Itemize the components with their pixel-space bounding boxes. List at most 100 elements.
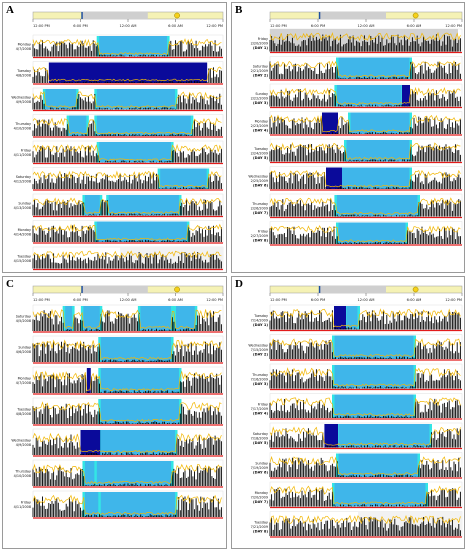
sun-marker-icon: [174, 286, 180, 293]
activity-trace: [269, 339, 461, 359]
date-label: 2/23/2009: [251, 124, 268, 128]
rest-interval: [350, 112, 410, 134]
activity-trace: [32, 172, 222, 189]
rest-interval-edge: [98, 492, 101, 517]
day-label: Monday: [18, 377, 31, 381]
activity-trace: [269, 487, 461, 507]
date-label: 4/8/2008: [16, 412, 31, 416]
time-marker-icon: [81, 286, 83, 293]
activity-trace: [269, 171, 461, 189]
light-trace: [269, 308, 461, 328]
day-tag-label: (DAY 6): [253, 183, 268, 187]
panel-letter: A: [6, 4, 14, 16]
day-label: Monday: [18, 42, 31, 46]
rest-interval-edge: [72, 306, 75, 331]
rest-interval: [96, 115, 192, 136]
day-tag-label: (DAY 3): [253, 101, 268, 105]
rest-interval: [159, 168, 208, 189]
day-tag-label: (DAY 1): [253, 323, 268, 327]
day-tag-label: (DAY 4): [253, 128, 268, 132]
activity-trace: [269, 226, 461, 244]
activity-trace: [32, 225, 222, 242]
date-label: 7/14/2009: [251, 318, 268, 322]
rest-interval-edge: [429, 424, 432, 448]
day-label: Wednesday: [11, 439, 31, 443]
date-label: 7/17/2009: [251, 407, 268, 411]
rest-interval-edge: [178, 368, 182, 393]
rest-interval: [96, 221, 188, 242]
rest-interval: [44, 89, 77, 110]
light-trace: [32, 250, 222, 259]
light-trace: [32, 91, 222, 108]
axis-tick-label: 12:00 AM: [119, 24, 136, 28]
activity-trace: [32, 67, 222, 83]
sun-marker-icon: [174, 12, 180, 19]
rest-interval: [64, 306, 73, 331]
rest-interval: [84, 492, 101, 517]
offwrist-interval: [334, 306, 346, 330]
axis-tick-label: 6:00 AM: [407, 298, 422, 302]
activity-trace: [269, 116, 461, 134]
offwrist-interval: [48, 62, 208, 83]
day-label: Friday: [21, 501, 31, 505]
date-label: 4/7/2008: [16, 47, 31, 51]
date-label: 4/8/2008: [16, 73, 31, 77]
light-trace: [32, 143, 222, 162]
day-label: Saturday: [253, 64, 268, 68]
day-label: Friday: [258, 37, 268, 41]
rest-interval-edge: [409, 167, 412, 189]
day-label: Monday: [255, 119, 268, 123]
date-label: 7/18/2009: [251, 436, 268, 440]
date-label: 4/14/2008: [14, 232, 31, 236]
date-label: 2/20/2009: [251, 41, 268, 45]
activity-trace: [269, 369, 461, 389]
date-label: 4/6/2008: [16, 350, 31, 354]
rest-interval: [334, 335, 414, 359]
date-label: 4/15/2008: [14, 259, 31, 263]
day-tag-label: (DAY 4): [253, 411, 268, 415]
activity-trace: [269, 457, 461, 477]
axis-tick-label: 6:00 PM: [73, 24, 87, 28]
rest-interval: [338, 167, 410, 189]
axis-tick-label: 12:00 AM: [357, 24, 374, 28]
rest-interval: [346, 140, 410, 162]
date-label: 4/11/2008: [14, 505, 31, 509]
day-label: Wednesday: [248, 343, 268, 347]
date-label: 7/15/2009: [251, 348, 268, 352]
axis-tick-label: 12:00 PM: [33, 24, 50, 28]
light-trace: [269, 485, 461, 505]
offwrist-interval: [326, 167, 342, 189]
rest-interval: [98, 36, 168, 57]
rest-interval: [334, 483, 426, 507]
rest-interval-edge: [86, 115, 89, 136]
day-label: Saturday: [16, 315, 31, 319]
panel-d: D 12:00 PM 6:00 PM 12:00 AM 6:00 AM 12:00 PM…: [231, 276, 465, 549]
actogram-b: 12:00 PM 6:00 PM 12:00 AM 6:00 AM 12:00 PM Fr…: [248, 11, 463, 246]
day-label: Tuesday: [253, 147, 268, 151]
day-label: Tuesday: [16, 408, 31, 412]
day-label: Thursday: [251, 373, 268, 377]
time-axis-night-shade: [82, 12, 148, 19]
panel-c: C 12:00 PM 6:00 PM 12:00 AM 6:00 AM 12:00 PM…: [2, 276, 227, 549]
axis-tick-label: 6:00 PM: [73, 298, 87, 302]
light-trace: [32, 223, 222, 241]
day-tag-label: (DAY 1): [253, 46, 268, 50]
rest-interval-edge: [336, 222, 339, 244]
rest-interval-edge: [42, 89, 46, 110]
activity-trace: [269, 144, 461, 162]
date-label: 2/26/2009: [251, 206, 268, 210]
day-tag-label: (DAY 7): [253, 500, 268, 504]
axis-tick-label: 12:00 PM: [445, 24, 462, 28]
light-trace: [269, 141, 461, 160]
day-label: Monday: [255, 491, 268, 495]
day-label: Tuesday: [253, 314, 268, 318]
day-tag-label: (DAY 7): [253, 211, 268, 215]
rest-interval-edge: [94, 461, 97, 486]
axis-tick-label: 6:00 PM: [311, 24, 325, 28]
day-label: Friday: [258, 229, 268, 233]
date-label: 4/9/2008: [16, 443, 31, 447]
light-trace: [269, 514, 461, 525]
axis-tick-label: 12:00 PM: [33, 298, 50, 302]
date-label: 4/5/2008: [16, 319, 31, 323]
rest-interval-edge: [332, 365, 335, 389]
